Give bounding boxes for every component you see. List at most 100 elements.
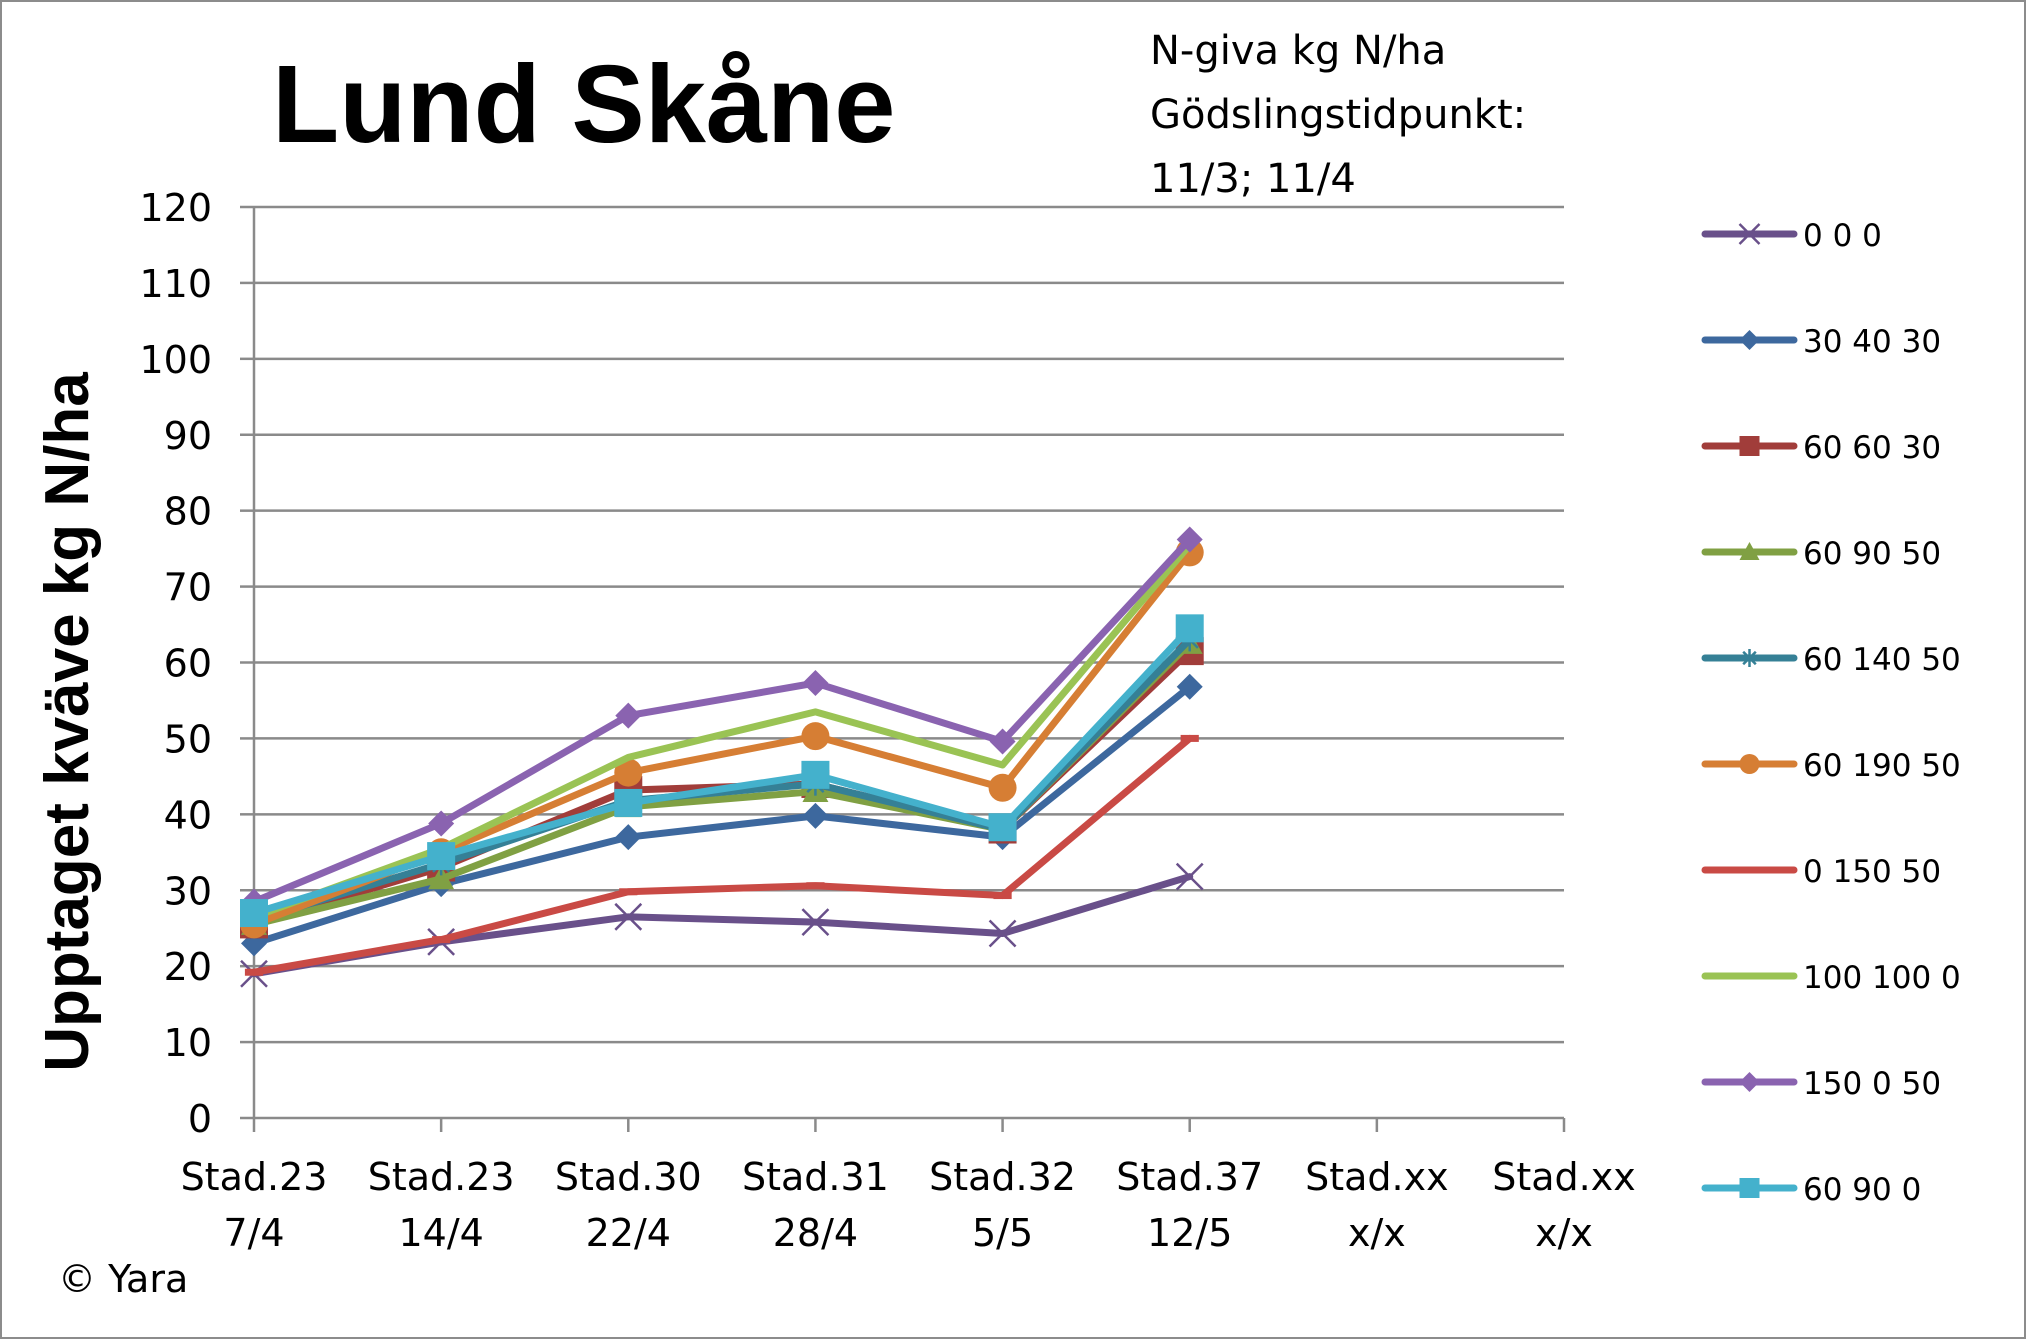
diamond-marker bbox=[802, 669, 829, 696]
y-tick-label: 100 bbox=[139, 338, 212, 382]
diamond-marker bbox=[989, 728, 1016, 755]
x-marker bbox=[1175, 862, 1204, 891]
x-marker bbox=[1738, 223, 1761, 245]
y-tick-label: 90 bbox=[164, 414, 212, 458]
series-0-150-50 bbox=[244, 734, 1199, 976]
diamond-marker bbox=[802, 802, 829, 829]
series-line bbox=[250, 683, 1194, 947]
y-tick-label: 60 bbox=[164, 642, 212, 686]
square-marker bbox=[1175, 614, 1204, 643]
y-tick-labels: 0 10 20 30 40 50 60 70 80 90 100 110 120 bbox=[139, 186, 212, 1141]
gridlines bbox=[254, 205, 1564, 1044]
x-marker-stroke bbox=[801, 908, 830, 937]
y-tick-label: 80 bbox=[164, 490, 212, 534]
x-tick-label: 7/4 bbox=[223, 1211, 284, 1255]
legend-item: 60 90 0 bbox=[1701, 1172, 1921, 1208]
square-marker bbox=[1739, 1178, 1760, 1198]
y-tick-label: 40 bbox=[164, 793, 212, 837]
axes bbox=[240, 205, 1566, 1132]
x-tick-label: Stad.xx bbox=[1492, 1155, 1635, 1199]
x-tick-label: Stad.23 bbox=[181, 1155, 328, 1199]
x-tick-label: Stad.30 bbox=[555, 1155, 702, 1199]
x-tick-label: 22/4 bbox=[586, 1211, 671, 1255]
dash-marker bbox=[806, 882, 825, 890]
circle-marker bbox=[1739, 754, 1760, 774]
series-60-90-0 bbox=[240, 614, 1204, 928]
legend-label: 100 100 0 bbox=[1803, 960, 1961, 996]
x-tick-label: x/x bbox=[1348, 1211, 1406, 1255]
annotation-line-1: N-giva kg N/ha bbox=[1150, 28, 1446, 74]
legend-item: 150 0 50 bbox=[1701, 1066, 1941, 1102]
y-tick-label: 10 bbox=[164, 1021, 212, 1065]
diamond-marker bbox=[1176, 526, 1203, 553]
chart-title: Lund Skåne bbox=[272, 43, 895, 166]
triangle-marker bbox=[428, 865, 455, 890]
x-tick-label: 12/5 bbox=[1147, 1211, 1232, 1255]
legend-label: 30 40 30 bbox=[1803, 324, 1941, 360]
y-tick-label: 120 bbox=[139, 186, 212, 230]
x-marker-stroke bbox=[1175, 862, 1204, 891]
x-tick-label: 28/4 bbox=[773, 1211, 858, 1255]
dash-marker bbox=[1742, 866, 1757, 874]
y-tick-label: 110 bbox=[139, 262, 212, 306]
legend-item: 60 60 30 bbox=[1701, 430, 1941, 466]
x-tick-label: Stad.23 bbox=[368, 1155, 515, 1199]
y-tick-label: 20 bbox=[164, 945, 212, 989]
legend-item: 0 150 50 bbox=[1701, 854, 1941, 890]
y-tick-label: 70 bbox=[164, 566, 212, 610]
x-tick-label: Stad.xx bbox=[1305, 1155, 1448, 1199]
legend-label: 60 60 30 bbox=[1803, 430, 1941, 466]
legend-label: 0 0 0 bbox=[1803, 218, 1882, 254]
triangle-marker bbox=[1739, 542, 1760, 560]
dash-marker bbox=[619, 888, 638, 896]
circle-marker bbox=[801, 722, 830, 751]
x-tick-label: 5/5 bbox=[972, 1211, 1033, 1255]
y-tick-label: 50 bbox=[164, 717, 212, 761]
legend-item: 100 100 0 bbox=[1701, 960, 1961, 996]
legend-item: 0 0 0 bbox=[1701, 218, 1882, 254]
diamond-marker bbox=[1739, 330, 1760, 350]
x-tick-label: Stad.37 bbox=[1116, 1155, 1263, 1199]
x-tick-label: Stad.31 bbox=[742, 1155, 889, 1199]
diamond-marker bbox=[1739, 1072, 1760, 1092]
x-tick-label: Stad.32 bbox=[929, 1155, 1076, 1199]
annotation-line-2: Gödslingstidpunkt: bbox=[1150, 92, 1526, 138]
legend-label: 150 0 50 bbox=[1803, 1066, 1941, 1102]
dash-marker bbox=[432, 936, 451, 944]
diamond-marker bbox=[428, 810, 455, 837]
series-150-0-50 bbox=[241, 526, 1203, 915]
dash-marker bbox=[1180, 734, 1199, 742]
series-line bbox=[250, 541, 1194, 921]
legend-label: 0 150 50 bbox=[1803, 854, 1941, 890]
series-line bbox=[250, 536, 1194, 906]
y-axis-label: Upptaget kväve kg N/ha bbox=[33, 372, 102, 1072]
star-marker-stroke bbox=[1742, 650, 1757, 666]
y-tick-label: 30 bbox=[164, 869, 212, 913]
x-marker-stroke bbox=[614, 902, 643, 931]
legend-item: 60 190 50 bbox=[1701, 748, 1961, 784]
star-marker bbox=[1740, 649, 1759, 667]
copyright-text: © Yara bbox=[58, 1257, 188, 1301]
square-marker bbox=[801, 760, 830, 789]
x-marker bbox=[614, 902, 643, 931]
series-line bbox=[250, 624, 1194, 917]
legend-label: 60 140 50 bbox=[1803, 642, 1961, 678]
x-marker bbox=[801, 908, 830, 937]
diamond-marker bbox=[615, 824, 642, 851]
series-lines bbox=[240, 526, 1204, 988]
circle-marker bbox=[614, 758, 643, 787]
series-line bbox=[250, 734, 1194, 976]
square-marker bbox=[1739, 436, 1760, 456]
legend-label: 60 190 50 bbox=[1803, 748, 1961, 784]
y-tick-label: 0 bbox=[188, 1097, 212, 1141]
x-marker-stroke bbox=[1738, 223, 1761, 245]
legend-item: 60 90 50 bbox=[1701, 536, 1941, 572]
legend-label: 60 90 0 bbox=[1803, 1172, 1921, 1208]
x-tick-label: 14/4 bbox=[398, 1211, 483, 1255]
square-marker bbox=[240, 899, 268, 928]
square-marker bbox=[427, 842, 456, 871]
annotation-line-3: 11/3; 11/4 bbox=[1150, 156, 1356, 202]
legend-item: 60 140 50 bbox=[1701, 642, 1961, 678]
